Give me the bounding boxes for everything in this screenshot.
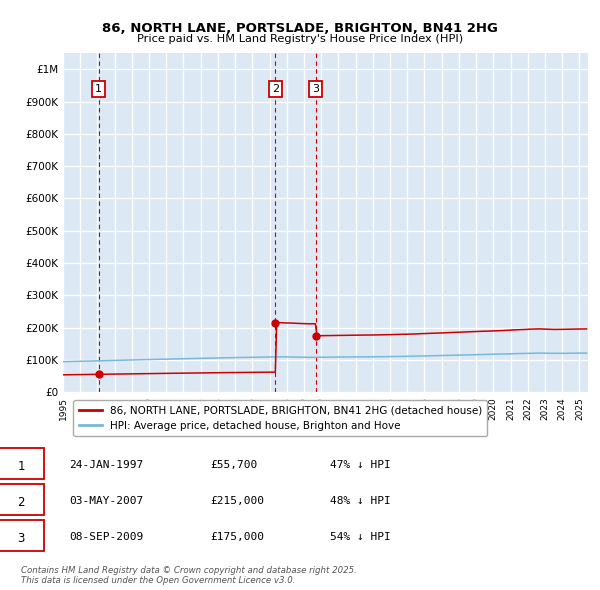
Text: 03-MAY-2007: 03-MAY-2007 [69, 496, 143, 506]
Text: 86, NORTH LANE, PORTSLADE, BRIGHTON, BN41 2HG: 86, NORTH LANE, PORTSLADE, BRIGHTON, BN4… [102, 22, 498, 35]
Text: £55,700: £55,700 [210, 460, 257, 470]
Text: 2: 2 [272, 84, 279, 94]
Text: £175,000: £175,000 [210, 532, 264, 542]
Text: 48% ↓ HPI: 48% ↓ HPI [330, 496, 391, 506]
Text: 08-SEP-2009: 08-SEP-2009 [69, 532, 143, 542]
Text: 24-JAN-1997: 24-JAN-1997 [69, 460, 143, 470]
Text: Contains HM Land Registry data © Crown copyright and database right 2025.
This d: Contains HM Land Registry data © Crown c… [21, 566, 357, 585]
Text: 54% ↓ HPI: 54% ↓ HPI [330, 532, 391, 542]
Text: 3: 3 [17, 532, 25, 545]
Text: 47% ↓ HPI: 47% ↓ HPI [330, 460, 391, 470]
Text: Price paid vs. HM Land Registry's House Price Index (HPI): Price paid vs. HM Land Registry's House … [137, 34, 463, 44]
FancyBboxPatch shape [0, 484, 44, 514]
FancyBboxPatch shape [0, 448, 44, 478]
Text: 1: 1 [95, 84, 102, 94]
FancyBboxPatch shape [0, 520, 44, 550]
Text: 3: 3 [312, 84, 319, 94]
Text: £215,000: £215,000 [210, 496, 264, 506]
Text: 2: 2 [17, 496, 25, 509]
Text: 1: 1 [17, 460, 25, 473]
Legend: 86, NORTH LANE, PORTSLADE, BRIGHTON, BN41 2HG (detached house), HPI: Average pri: 86, NORTH LANE, PORTSLADE, BRIGHTON, BN4… [73, 400, 487, 437]
